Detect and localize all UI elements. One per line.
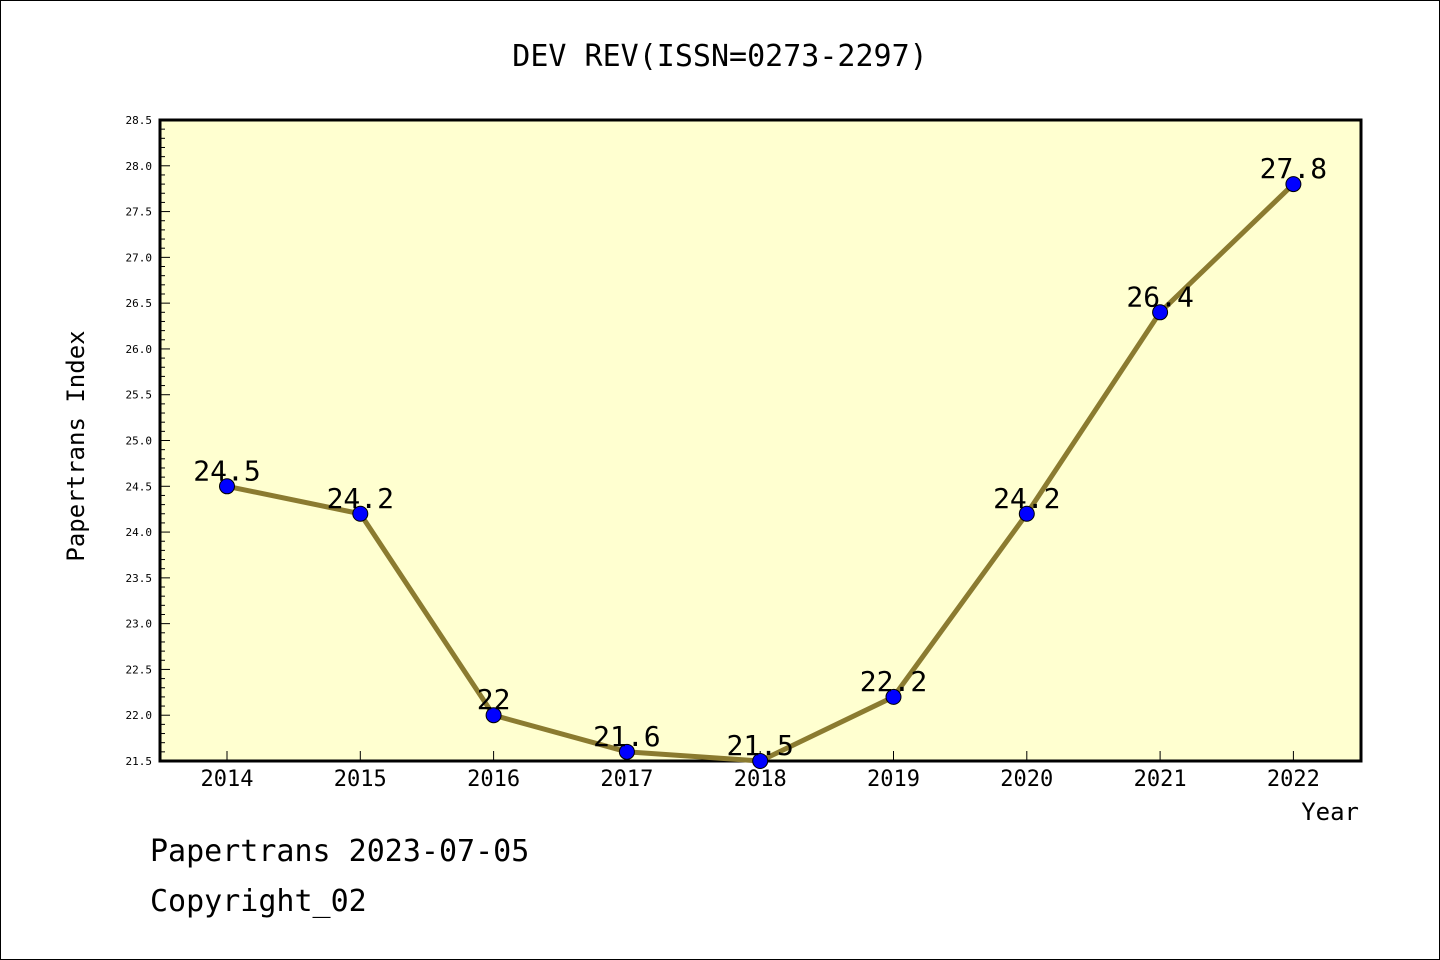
footer-copyright: Copyright_02 [150,884,367,919]
y-tick-label: 25.0 [126,435,153,448]
chart-title: DEV REV(ISSN=0273-2297) [512,39,927,74]
x-tick-label: 2021 [1134,767,1187,792]
y-tick-label: 26.5 [126,297,153,310]
data-label: 22.2 [860,665,927,698]
data-label: 26.4 [1126,280,1193,313]
data-label: 21.5 [726,729,793,762]
y-tick-label: 22.5 [126,663,153,676]
data-label: 22 [477,683,511,716]
data-label: 21.6 [593,720,660,753]
data-point [219,478,235,495]
x-tick-label: 2018 [734,767,787,792]
data-point [618,743,635,760]
data-label: 24.2 [993,482,1060,515]
x-tick-label: 2016 [467,767,520,792]
x-axis: 2014 2015 2016 2017 2018 2019 2020 2021 2022 [201,751,1320,792]
y-axis-label: Papertrans Index [62,330,90,561]
y-tick-label: 22.0 [126,709,153,722]
x-tick-label: 2022 [1267,767,1320,792]
data-point [1018,505,1035,522]
data-label: 24.2 [327,482,394,515]
x-tick-label: 2014 [201,767,254,792]
y-tick-label: 23.0 [126,618,153,631]
data-point [1152,304,1169,321]
series-markers [219,176,1302,769]
data-point [752,753,769,769]
data-point [485,707,502,724]
x-tick-label: 2015 [334,767,387,792]
y-tick-label: 27.0 [126,251,153,264]
data-label: 24.5 [193,454,260,487]
x-axis-label: Year [1301,798,1359,826]
data-point [1285,176,1302,193]
y-tick-label: 24.5 [126,480,153,493]
data-point [885,688,902,705]
y-tick-label: 27.5 [126,206,153,219]
y-tick-label: 23.5 [126,572,153,585]
data-point [352,505,369,522]
plot-area [158,118,1363,763]
x-tick-label: 2020 [1000,767,1053,792]
y-tick-label: 25.5 [126,389,153,402]
y-tick-label: 21.5 [126,755,153,768]
y-tick-label: 28.5 [126,114,153,127]
y-axis: 21.5 22.0 22.5 23.0 23.5 24.0 24.5 25.0 25.5 26.0… [126,114,170,768]
y-tick-label: 26.0 [126,343,153,356]
y-tick-label: 28.0 [126,160,153,173]
x-tick-label: 2019 [867,767,920,792]
y-tick-label: 24.0 [126,526,153,539]
data-labels: 24.5 24.2 22 21.6 21.5 22.2 24.2 26.4 27.8 [193,152,1327,762]
x-tick-label: 2017 [600,767,653,792]
footer-date: Papertrans 2023-07-05 [150,834,530,869]
data-label: 27.8 [1260,152,1327,185]
